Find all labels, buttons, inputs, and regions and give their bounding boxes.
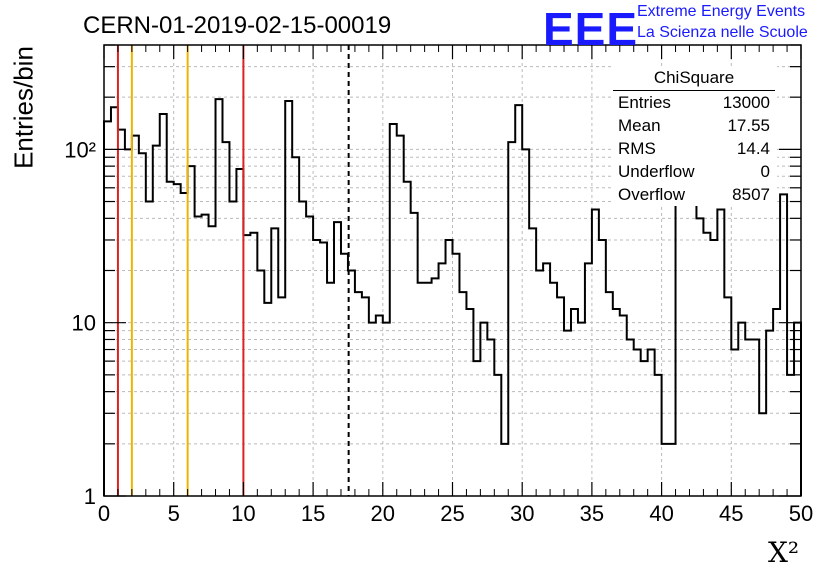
y-tick-label: 10 bbox=[72, 311, 96, 336]
run-title: CERN-01-2019-02-15-00019 bbox=[83, 12, 392, 39]
stats-label: Overflow bbox=[618, 185, 686, 204]
stats-value: 17.55 bbox=[727, 116, 770, 135]
stats-title: ChiSquare bbox=[613, 66, 775, 91]
reference-lines bbox=[116, 45, 350, 496]
y-tick-label: 1 bbox=[84, 484, 96, 509]
stats-value: 13000 bbox=[722, 93, 770, 112]
stats-label: Mean bbox=[618, 116, 661, 135]
stats-label: Underflow bbox=[618, 162, 695, 181]
x-tick-label: 10 bbox=[231, 501, 255, 526]
stats-label: RMS bbox=[618, 139, 656, 158]
stats-row-mean: Mean 17.55 bbox=[611, 114, 777, 137]
x-tick-label: 40 bbox=[649, 501, 673, 526]
axes bbox=[103, 44, 802, 497]
x-tick-label: 45 bbox=[719, 501, 743, 526]
stats-value: 8507 bbox=[732, 185, 770, 204]
stats-value: 14.4 bbox=[736, 139, 770, 158]
x-tick-label: 25 bbox=[440, 501, 464, 526]
y-tick-label: 10² bbox=[64, 137, 96, 162]
x-tick-label: 30 bbox=[510, 501, 534, 526]
stats-row-rms: RMS 14.4 bbox=[611, 137, 777, 160]
stats-row-underflow: Underflow 0 bbox=[611, 160, 777, 183]
stats-row-overflow: Overflow 8507 bbox=[611, 183, 777, 206]
stats-label: Entries bbox=[618, 93, 671, 112]
x-axis-label: X² bbox=[768, 536, 800, 569]
x-tick-label: 5 bbox=[168, 501, 180, 526]
stats-row-entries: Entries 13000 bbox=[611, 91, 777, 114]
tick-labels: 0 5 10 15 20 25 30 35 40 45 50 1 10 10² bbox=[64, 137, 813, 526]
x-tick-label: 0 bbox=[98, 501, 110, 526]
logo-subtitle-1: Extreme Energy Events bbox=[637, 3, 806, 20]
eee-logo: EEE bbox=[543, 3, 639, 55]
x-tick-label: 35 bbox=[580, 501, 604, 526]
x-tick-label: 15 bbox=[301, 501, 325, 526]
grid-lines bbox=[104, 45, 801, 496]
x-tick-label: 50 bbox=[789, 501, 813, 526]
x-tick-label: 20 bbox=[371, 501, 395, 526]
stats-value: 0 bbox=[760, 162, 770, 181]
y-axis-label: Entries/bin bbox=[8, 46, 39, 169]
logo-subtitle-2: La Scienza nelle Scuole bbox=[637, 24, 808, 41]
stats-box: ChiSquare Entries 13000 Mean 17.55 RMS 1… bbox=[611, 66, 777, 206]
